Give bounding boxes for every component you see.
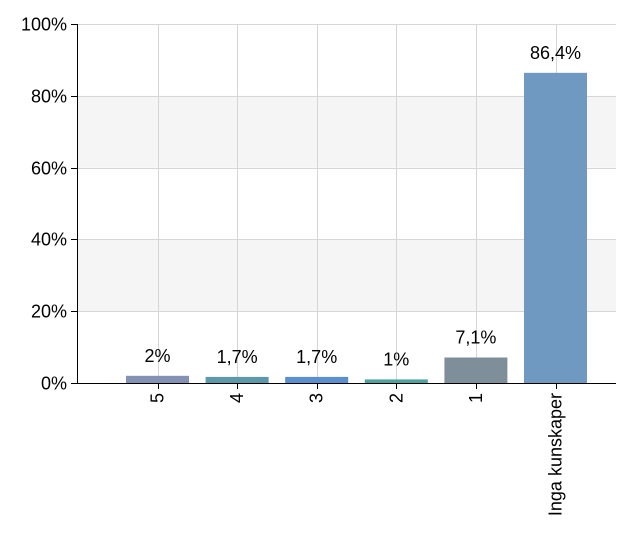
data-label: 7,1% bbox=[455, 328, 496, 348]
category-label: 4 bbox=[227, 393, 247, 403]
category-label: 3 bbox=[307, 393, 327, 403]
y-tick-label: 0% bbox=[41, 374, 67, 394]
y-tick-label: 40% bbox=[31, 230, 67, 250]
bar bbox=[524, 72, 587, 383]
bar bbox=[126, 375, 189, 383]
y-tick-label: 100% bbox=[21, 15, 67, 35]
data-labels: 2% 1,7% 1,7% 1% 7,1% 86,4% bbox=[144, 43, 581, 370]
bar bbox=[285, 376, 349, 383]
y-tick-label: 60% bbox=[31, 159, 67, 179]
y-tick-label: 80% bbox=[31, 87, 67, 107]
data-label: 1% bbox=[383, 349, 409, 369]
bar bbox=[205, 376, 269, 383]
data-label: 2% bbox=[144, 346, 170, 366]
category-label: 1 bbox=[466, 393, 486, 403]
bars bbox=[126, 72, 587, 383]
axes bbox=[71, 24, 616, 389]
category-label: 5 bbox=[148, 393, 168, 403]
data-label: 86,4% bbox=[530, 43, 581, 63]
bar bbox=[444, 357, 508, 383]
bar bbox=[364, 379, 428, 383]
y-tick-label: 20% bbox=[31, 302, 67, 322]
category-label: Inga kunskaper bbox=[546, 393, 566, 516]
y-tick-labels: 0% 20% 40% 60% 80% 100% bbox=[21, 15, 67, 394]
data-label: 1,7% bbox=[296, 347, 337, 367]
category-label: 2 bbox=[386, 393, 406, 403]
data-label: 1,7% bbox=[217, 347, 258, 367]
category-labels: 5 4 3 2 1 Inga kunskaper bbox=[148, 393, 566, 516]
